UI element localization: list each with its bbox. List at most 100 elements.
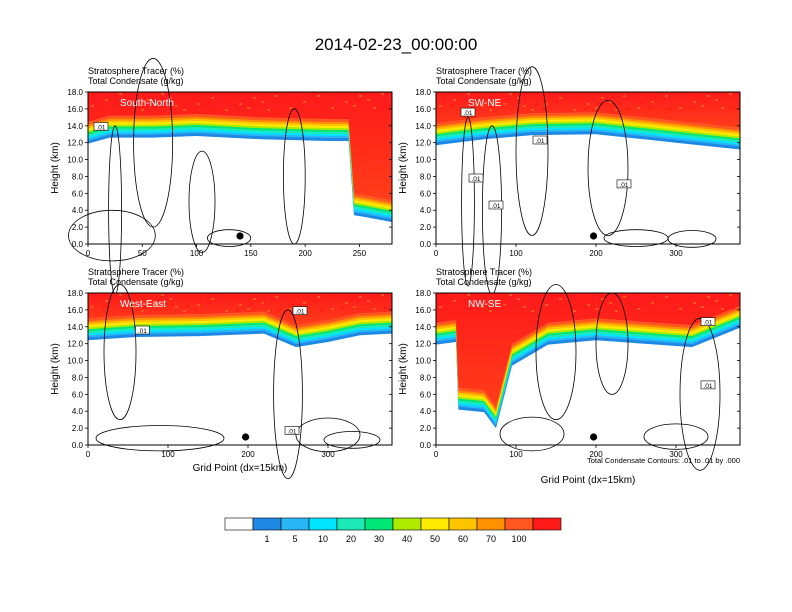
section-name-label: West-East [120,299,166,310]
contour-label-box [93,122,109,131]
tracer-speckle [317,95,320,97]
panel-nw-se: Stratosphere Tracer (%) Total Condensate… [398,267,741,486]
y-tick-label: 10.0 [67,357,83,366]
y-tick-label: 2.0 [72,424,84,433]
tracer-speckle [718,94,721,96]
location-marker [236,232,244,240]
colorbar-swatch [476,517,506,531]
tracer-speckle [503,304,506,306]
contour-label: .01 [295,309,304,316]
tracer-speckle [609,101,612,103]
tracer-speckle [637,308,640,310]
tracer-speckle [331,308,334,310]
panel-subtitle-tracer: Stratosphere Tracer (%) [88,267,184,277]
tracer-speckle [236,108,239,110]
y-tick-label: 8.0 [420,172,432,181]
tracer-speckle [495,300,498,302]
tracer-speckle [506,299,509,301]
tracer-speckle [102,305,105,307]
condensate-contour [273,309,303,480]
tracer-speckle [102,104,105,106]
tracer-speckle [384,307,387,309]
y-tick-label: 12.0 [67,340,83,349]
y-tick-label: 2.0 [72,223,84,232]
panel-subtitle-condensate: Total Condensate (g/kg) [436,277,532,287]
plot-frame [435,292,741,446]
tracer-speckle [108,295,111,297]
condensate-contour [515,66,549,236]
tracer-speckle [253,298,256,300]
tracer-speckle [94,301,97,303]
y-tick-label: 16.0 [67,306,83,315]
tracer-speckle [356,100,359,102]
tracer-speckle [130,92,133,94]
condensate-contour [679,317,721,471]
y-tick-label: 12.0 [415,139,431,148]
tracer-speckle [345,302,348,304]
y-axis-label: Height (km) [50,142,61,194]
tracer-speckle [267,109,270,111]
tracer-speckle [612,297,615,299]
tracer-speckle [122,106,125,108]
tracer-speckle [314,301,317,303]
tracer-speckle [570,96,573,98]
tracer-speckle [542,309,545,311]
y-tick-label: 16.0 [67,105,83,114]
colorbar-swatch [252,517,282,531]
y-tick-label: 14.0 [67,122,83,131]
tracer-speckle [373,308,376,310]
tracer-speckle [509,294,512,296]
x-tick-label: 200 [298,249,312,258]
tracer-speckle [584,108,587,110]
tracer-speckle [225,109,228,111]
tracer-speckle [278,309,281,311]
x-tick-label: 50 [138,249,147,258]
panel-subtitle-tracer: Stratosphere Tracer (%) [436,267,532,277]
tracer-speckle [328,295,331,297]
y-axis-label: Height (km) [398,142,409,194]
contour-label: .01 [619,182,628,189]
tracer-speckle [534,305,537,307]
y-tick-label: 14.0 [67,323,83,332]
y-tick-label: 0.0 [72,441,84,450]
tracer-speckle [367,99,370,101]
condensate-contour [587,100,629,236]
tracer-speckle [439,306,442,308]
tracer-speckle [144,104,147,106]
x-tick-label: 250 [353,249,367,258]
contour-note: Total Condensate Contours: .01 to .01 by… [587,456,740,465]
tracer-speckle [665,296,668,298]
section-name-label: South-North [120,98,174,109]
tracer-speckle [615,109,618,111]
tracer-speckle [612,96,615,98]
tracer-speckle [704,301,707,303]
tracer-speckle [456,295,459,297]
tracer-speckle [211,97,214,99]
x-tick-label: 0 [86,249,91,258]
tracer-speckle [442,301,445,303]
tracer-speckle [155,103,158,105]
x-tick-label: 0 [86,450,91,459]
tracer-speckle [715,300,718,302]
colorbar-swatch [364,517,394,531]
tracer-speckle [194,309,197,311]
tracer-speckle [534,104,537,106]
tracer-speckle [548,299,551,301]
tracer-speckle [721,107,724,109]
y-tick-label: 12.0 [415,340,431,349]
contour-label: .01 [491,203,500,210]
tracer-speckle [559,298,562,300]
tracer-speckle [381,294,384,296]
y-tick-label: 4.0 [420,206,432,215]
tracer-speckle [489,109,492,111]
tracer-speckle [105,99,108,101]
tracer-speckle [208,102,211,104]
tracer-speckle [640,102,643,104]
colorbar-label: 30 [374,534,384,544]
colorbar-label: 10 [318,534,328,544]
y-tick-label: 0.0 [420,240,432,249]
tracer-speckle [359,95,362,97]
tracer-speckle [370,94,373,96]
section-name-label: SW-NE [468,98,501,109]
tracer-speckle [320,108,323,110]
